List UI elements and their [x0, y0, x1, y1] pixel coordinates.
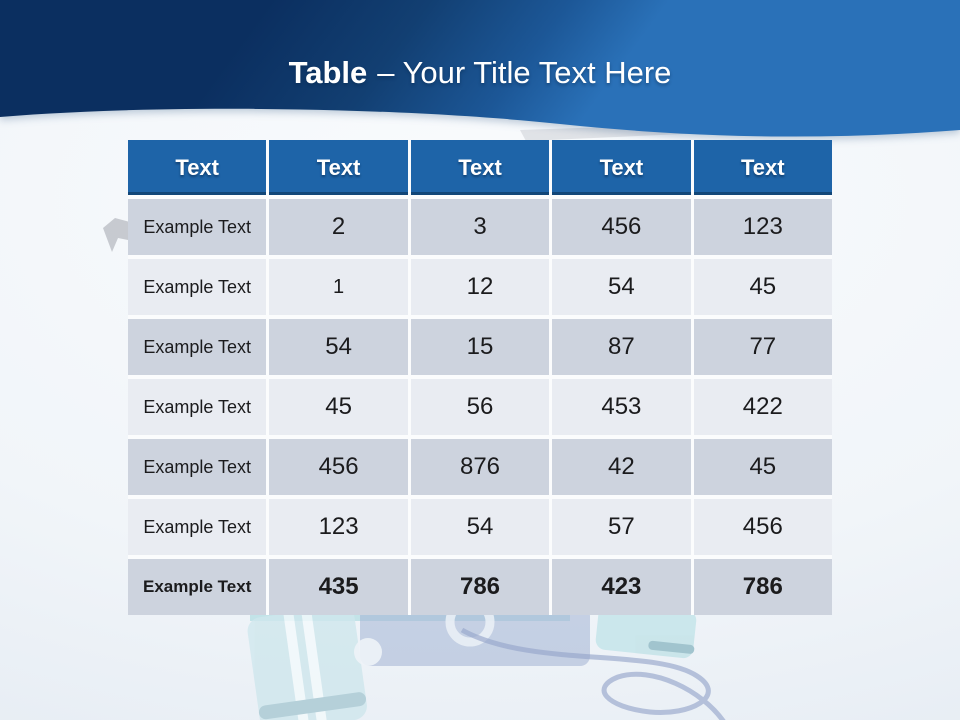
table-row-label: Example Text [128, 199, 267, 255]
table-row-label: Example Text [128, 259, 267, 315]
table-row-label: Example Text [128, 319, 267, 375]
table-header-cell: Text [552, 140, 691, 195]
table-cell: 45 [269, 379, 408, 435]
table-cell: 57 [552, 499, 691, 555]
table-cell: 45 [693, 259, 832, 315]
table-row-label: Example Text [128, 499, 267, 555]
table-cell: 435 [269, 559, 408, 615]
table-cell: 456 [269, 439, 408, 495]
table-cell: 54 [269, 319, 408, 375]
suitcase-left [247, 605, 367, 720]
table-cell: 456 [552, 199, 691, 255]
table-row-label: Example Text [128, 379, 267, 435]
table-cell: 423 [552, 559, 691, 615]
table-cell: 786 [693, 559, 832, 615]
table-header-cell: Text [128, 140, 267, 195]
table-cell: 87 [552, 319, 691, 375]
slide-title: Table – Your Title Text Here [0, 54, 960, 92]
table-cell: 54 [552, 259, 691, 315]
table-row-label: Example Text [128, 439, 267, 495]
header-wave [0, 0, 960, 137]
table-cell: 786 [410, 559, 550, 615]
table-cell: 56 [410, 379, 550, 435]
table-cell: 456 [693, 499, 832, 555]
table-cell: 123 [269, 499, 408, 555]
header-band: Table – Your Title Text Here [0, 0, 960, 150]
table-cell: 45 [693, 439, 832, 495]
table-cell: 15 [410, 319, 550, 375]
table-cell: 12 [410, 259, 550, 315]
table-cell: 123 [693, 199, 832, 255]
table-header-cell: Text [693, 140, 832, 195]
table-cell: 422 [693, 379, 832, 435]
table-cell: 1 [269, 259, 408, 315]
background-silhouette [103, 218, 130, 252]
data-table: Text Text Text Text Text Example Text 2 … [128, 140, 832, 615]
table-header-cell: Text [269, 140, 408, 195]
table-cell: 77 [693, 319, 832, 375]
table-cell: 3 [410, 199, 550, 255]
table-cell: 453 [552, 379, 691, 435]
slide-title-rest: – Your Title Text Here [377, 55, 672, 90]
table-cell: 876 [410, 439, 550, 495]
suitcase-wheel [354, 638, 382, 666]
cable-shape [460, 627, 726, 720]
table-cell: 42 [552, 439, 691, 495]
table-cell: 2 [269, 199, 408, 255]
table-header-cell: Text [410, 140, 550, 195]
slide-title-keyword: Table [288, 55, 368, 90]
table-cell: 54 [410, 499, 550, 555]
suitcase-right [595, 602, 697, 659]
table-row-label: Example Text [128, 559, 267, 615]
